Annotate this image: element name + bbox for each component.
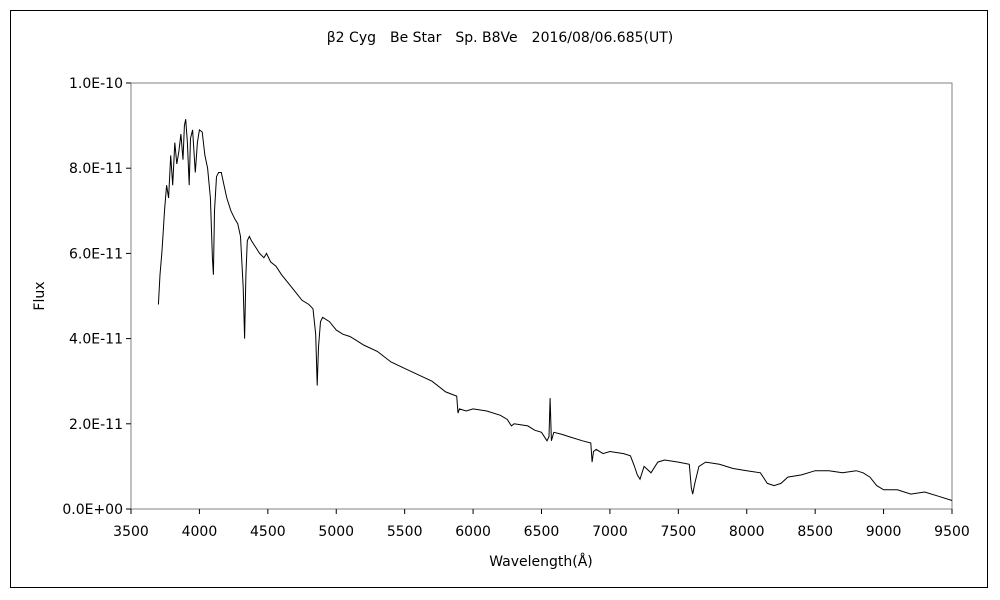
x-tick-label: 4000 xyxy=(182,524,218,540)
y-axis: 0.0E+00 2.0E-11 4.0E-11 6.0E-11 8.0E-11 1.0E-… xyxy=(62,76,131,518)
y-tick-label: 0.0E+00 xyxy=(62,502,123,518)
x-axis: 3500 4000 4500 5000 5500 6000 6500 7000 7500 8000… xyxy=(113,509,970,540)
x-tick-label: 7500 xyxy=(661,524,697,540)
y-tick-label: 8.0E-11 xyxy=(69,161,123,177)
x-axis-label: Wavelength(Å) xyxy=(489,553,593,570)
y-tick-label: 1.0E-10 xyxy=(69,76,123,92)
x-tick-label: 8500 xyxy=(797,524,833,540)
x-tick-label: 6000 xyxy=(455,524,491,540)
x-tick-label: 6500 xyxy=(524,524,560,540)
x-tick-label: 9500 xyxy=(934,524,970,540)
x-tick-label: 8000 xyxy=(729,524,765,540)
chart-frame xyxy=(10,10,988,588)
x-tick-label: 3500 xyxy=(113,524,149,540)
x-tick-label: 7000 xyxy=(592,524,628,540)
x-tick-label: 9000 xyxy=(866,524,902,540)
x-tick-label: 5500 xyxy=(387,524,423,540)
plot-area xyxy=(130,82,953,510)
y-tick-label: 6.0E-11 xyxy=(69,246,123,262)
x-tick-label: 5000 xyxy=(318,524,354,540)
series-line-spectrum xyxy=(157,119,953,501)
y-tick-label: 2.0E-11 xyxy=(69,417,123,433)
y-tick-label: 4.0E-11 xyxy=(69,332,123,348)
x-tick-label: 4500 xyxy=(250,524,286,540)
y-axis-label: Flux xyxy=(32,281,48,310)
chart-title: β2 Cyg Be Star Sp. B8Ve 2016/08/06.685(U… xyxy=(327,30,674,46)
